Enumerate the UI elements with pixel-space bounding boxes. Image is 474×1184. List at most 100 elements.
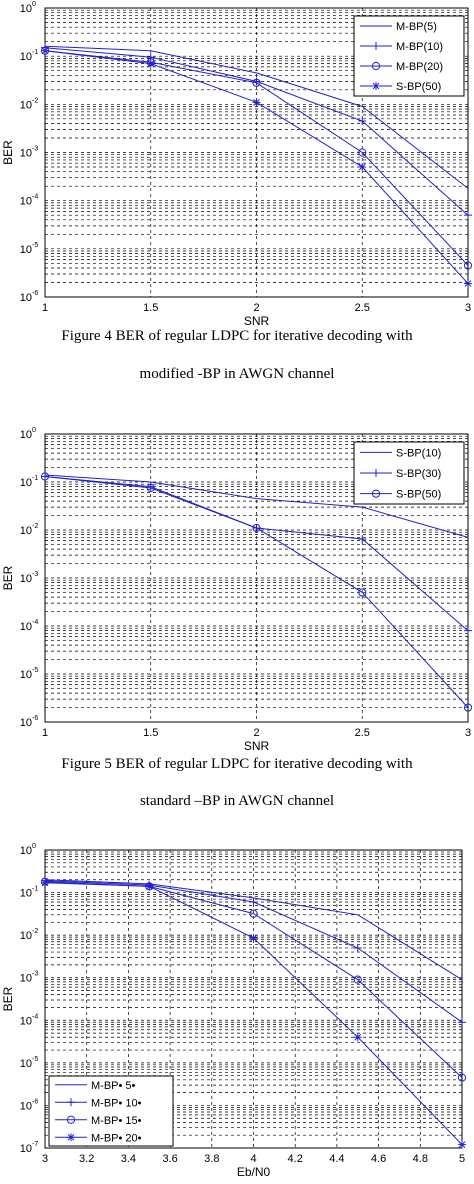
legend-marker: [66, 1115, 76, 1124]
legend-marker: [372, 42, 380, 50]
y-tick-exponent: -1: [32, 886, 38, 893]
x-tick-label: 1: [42, 727, 48, 739]
figure-5-caption-line-2: standard –BP in AWGN channel: [139, 793, 335, 809]
data-point-3: [463, 703, 473, 712]
y-axis-label: BER: [1, 565, 15, 590]
x-tick-label: 4.2: [288, 1153, 303, 1165]
y-tick-exponent: -1: [32, 475, 38, 482]
legend-marker: [371, 489, 381, 498]
legend-label: S-BP(50): [396, 489, 441, 501]
data-point-3: [358, 148, 367, 157]
y-tick-exponent: -4: [32, 619, 38, 626]
y-tick-exponent: -2: [32, 523, 38, 530]
x-axis-label: SNR: [244, 739, 270, 753]
data-point-4: [353, 1033, 362, 1042]
data-point-2: [252, 77, 261, 86]
x-tick-label: 2: [253, 302, 259, 314]
figure-4-caption-line-1: Figure 4 BER of regular LDPC for iterati…: [61, 328, 413, 344]
y-tick-label: 10: [20, 1058, 32, 1070]
y-tick-exponent: 0: [32, 843, 36, 850]
y-tick-label: 10: [20, 669, 32, 681]
x-tick-label: 3.8: [204, 1153, 219, 1165]
legend: S-BP(10) S-BP(30) S-BP(50): [353, 441, 465, 505]
y-tick-exponent: 0: [32, 427, 36, 434]
data-point-4: [358, 163, 367, 171]
x-tick-label: 1.5: [143, 727, 158, 739]
series-line-3: [44, 476, 469, 708]
x-tick-label: 1: [42, 302, 48, 314]
data-point-2: [464, 626, 472, 635]
x-tick-label: 3.2: [79, 1153, 94, 1165]
data-point-3: [358, 588, 367, 597]
x-tick-label: 3: [465, 727, 471, 739]
series-line-1: [44, 474, 469, 538]
x-axis-label: Eb/N0: [237, 1165, 271, 1179]
legend-label: M-BP• 20•: [91, 1132, 142, 1144]
legend-box: [353, 15, 465, 97]
data-point-3: [252, 523, 261, 533]
data-point-4: [252, 98, 261, 107]
y-tick-exponent: -5: [32, 242, 38, 249]
x-tick-label: 4.6: [371, 1153, 386, 1165]
legend-box: [48, 1075, 174, 1147]
chart-1: 1 1.5 2 2.5 310-610-510-410-310-210-110 0SNRB…: [1, 1, 473, 328]
legend-marker: [67, 1133, 75, 1142]
legend: M-BP(5) M-BP(10) M-BP(20) S-BP(50): [353, 15, 465, 97]
legend-label: M-BP• 5•: [91, 1080, 136, 1092]
x-tick-label: 3.6: [162, 1153, 177, 1165]
data-point-4: [458, 1140, 466, 1149]
y-tick-label: 10: [20, 51, 32, 63]
y-tick-exponent: -4: [32, 1013, 38, 1020]
legend-label: S-BP(10): [396, 447, 441, 459]
y-tick-exponent: -6: [32, 1098, 38, 1105]
figure-5-caption-line-1: Figure 5 BER of regular LDPC for iterati…: [61, 756, 413, 772]
chart-2: 1 1.5 2 2.5 310-610-510-410-310-210-110 0SNRB…: [1, 427, 473, 753]
y-axis-label: BER: [1, 986, 15, 1011]
plot-frame: [44, 7, 469, 298]
y-tick-exponent: -6: [32, 715, 38, 722]
data-point-3: [457, 1073, 467, 1082]
x-tick-label: 1.5: [143, 302, 158, 314]
x-tick-label: 3: [42, 1153, 48, 1165]
y-tick-exponent: -2: [32, 97, 38, 104]
plot-frame: [44, 433, 469, 723]
data-point-2: [249, 898, 258, 907]
data-point-3: [463, 261, 473, 270]
legend-marker: [372, 82, 380, 90]
x-tick-label: 2.5: [355, 302, 370, 314]
legend-marker: [372, 469, 380, 477]
series-line-1: [44, 879, 463, 981]
x-tick-label: 2: [253, 727, 259, 739]
plot-frame: [44, 849, 463, 1149]
x-tick-label: 2.5: [355, 727, 370, 739]
y-tick-label: 10: [20, 888, 32, 900]
legend-label: M-BP• 10•: [91, 1097, 142, 1109]
data-point-2: [353, 943, 362, 952]
legend-label: S-BP(50): [396, 81, 441, 93]
y-tick-label: 10: [20, 244, 32, 256]
data-point-3: [146, 483, 155, 493]
data-point-4: [41, 46, 49, 55]
y-tick-label: 10: [20, 196, 32, 208]
y-tick-label: 10: [20, 525, 32, 537]
data-point-3: [40, 472, 50, 481]
legend-marker: [371, 61, 381, 71]
x-tick-label: 4: [250, 1153, 256, 1165]
data-point-2: [464, 211, 472, 220]
y-tick-exponent: -5: [32, 667, 38, 674]
data-point-4: [464, 279, 472, 288]
y-axis-label: BER: [1, 140, 15, 165]
x-tick-label: 5: [459, 1153, 465, 1165]
y-tick-label: 10: [20, 1015, 32, 1027]
y-tick-label: 10: [20, 477, 32, 489]
y-tick-exponent: -6: [32, 290, 38, 297]
y-tick-label: 10: [20, 148, 32, 160]
legend-label: M-BP(20): [396, 61, 443, 73]
data-point-2: [458, 1018, 466, 1027]
y-tick-exponent: -7: [32, 1141, 38, 1148]
data-point-4: [145, 882, 154, 891]
y-tick-label: 10: [20, 573, 32, 585]
x-tick-label: 3.4: [121, 1153, 136, 1165]
y-tick-exponent: -2: [32, 928, 38, 935]
